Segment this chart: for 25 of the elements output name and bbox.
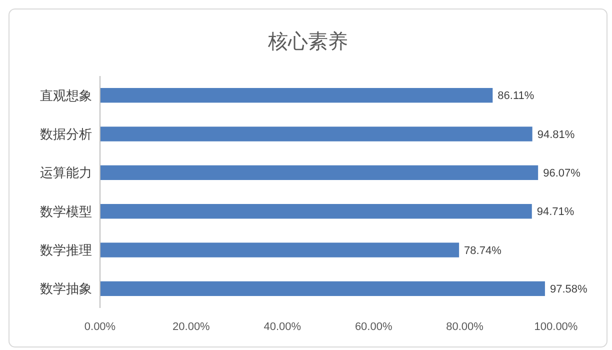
bar [100, 204, 532, 219]
data-label: 94.81% [537, 128, 575, 141]
y-tick-label: 数学推理 [40, 242, 92, 258]
bar [100, 88, 493, 103]
x-tick-label: 80.00% [446, 321, 484, 333]
data-label: 96.07% [543, 168, 581, 180]
y-tick-label: 直观想象 [40, 88, 92, 103]
x-tick-label: 0.00% [84, 321, 116, 333]
x-tick-label: 100.00% [534, 321, 578, 333]
y-tick-label: 数据分析 [40, 126, 92, 142]
y-tick-label: 运算能力 [40, 165, 92, 180]
chart-title: 核心素养 [267, 31, 348, 53]
bar [100, 126, 532, 142]
bar [100, 165, 538, 180]
data-label: 97.58% [550, 284, 588, 296]
bar [100, 242, 460, 258]
y-tick-label: 数学模型 [40, 204, 92, 219]
x-tick-label: 20.00% [172, 321, 210, 333]
x-tick-label: 60.00% [354, 321, 392, 333]
data-label: 78.74% [464, 244, 502, 257]
x-tick-label: 40.00% [264, 321, 302, 333]
data-label: 94.71% [536, 206, 574, 218]
data-label: 86.11% [498, 90, 534, 102]
bar [100, 281, 545, 296]
y-tick-label: 数学抽象 [40, 281, 92, 296]
